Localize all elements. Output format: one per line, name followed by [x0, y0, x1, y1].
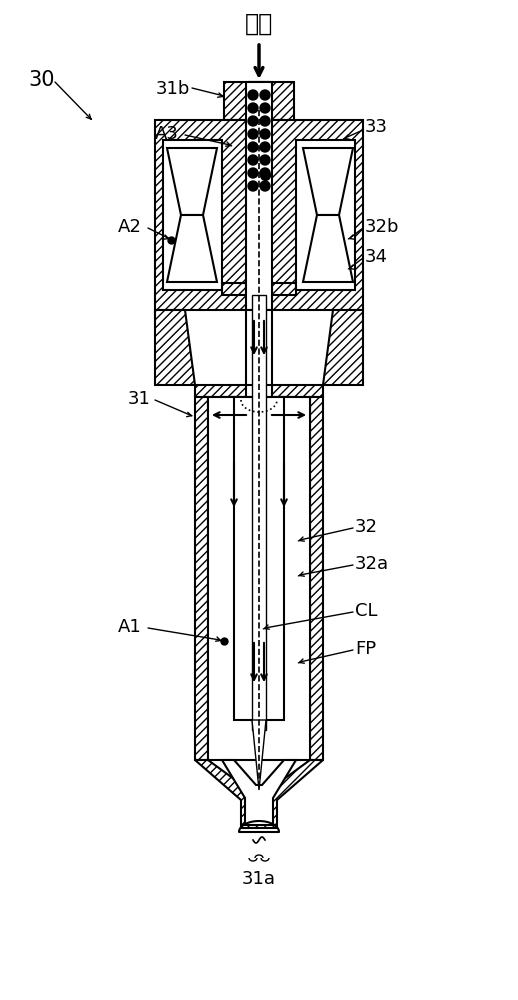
Circle shape — [260, 142, 270, 152]
Text: 34: 34 — [365, 248, 388, 266]
Text: 32a: 32a — [355, 555, 389, 573]
Bar — [284, 397, 296, 720]
Text: FP: FP — [355, 640, 376, 658]
Text: 32b: 32b — [365, 218, 399, 236]
Polygon shape — [303, 215, 353, 282]
Text: 31a: 31a — [242, 870, 276, 888]
Text: CL: CL — [355, 602, 378, 620]
Text: 33: 33 — [365, 118, 388, 136]
Bar — [272, 283, 296, 295]
Polygon shape — [167, 148, 217, 215]
Text: A3: A3 — [155, 125, 179, 143]
Text: A1: A1 — [118, 618, 142, 636]
Polygon shape — [303, 148, 353, 215]
Circle shape — [248, 90, 258, 100]
Circle shape — [248, 155, 258, 165]
Bar — [296, 140, 355, 290]
Circle shape — [248, 181, 258, 191]
Bar — [208, 397, 310, 760]
Circle shape — [260, 116, 270, 126]
Text: 32: 32 — [355, 518, 378, 536]
Circle shape — [248, 142, 258, 152]
Circle shape — [260, 155, 270, 165]
Circle shape — [260, 168, 270, 178]
Bar — [252, 295, 266, 730]
Text: A2: A2 — [118, 218, 142, 236]
Circle shape — [260, 181, 270, 191]
Circle shape — [248, 129, 258, 139]
Polygon shape — [323, 310, 363, 385]
Text: 30: 30 — [28, 70, 54, 90]
Circle shape — [260, 90, 270, 100]
Bar — [222, 397, 234, 720]
Polygon shape — [222, 760, 296, 825]
Circle shape — [260, 103, 270, 113]
Polygon shape — [252, 720, 266, 790]
Bar — [246, 82, 272, 310]
Circle shape — [260, 129, 270, 139]
Polygon shape — [167, 215, 217, 282]
Bar — [163, 140, 222, 290]
Bar — [250, 82, 268, 114]
Circle shape — [248, 168, 258, 178]
Bar — [224, 82, 294, 120]
Polygon shape — [195, 760, 323, 828]
Bar — [310, 397, 323, 760]
Bar — [234, 397, 284, 720]
Polygon shape — [155, 310, 195, 385]
Bar — [272, 385, 323, 397]
Text: 31: 31 — [128, 390, 151, 408]
Bar — [195, 385, 246, 397]
Text: 燃料: 燃料 — [245, 12, 273, 36]
Bar — [222, 283, 246, 295]
Bar — [195, 397, 208, 760]
Text: 31b: 31b — [155, 80, 190, 98]
Circle shape — [248, 116, 258, 126]
Circle shape — [248, 103, 258, 113]
Bar — [246, 310, 272, 385]
Bar — [155, 120, 363, 310]
